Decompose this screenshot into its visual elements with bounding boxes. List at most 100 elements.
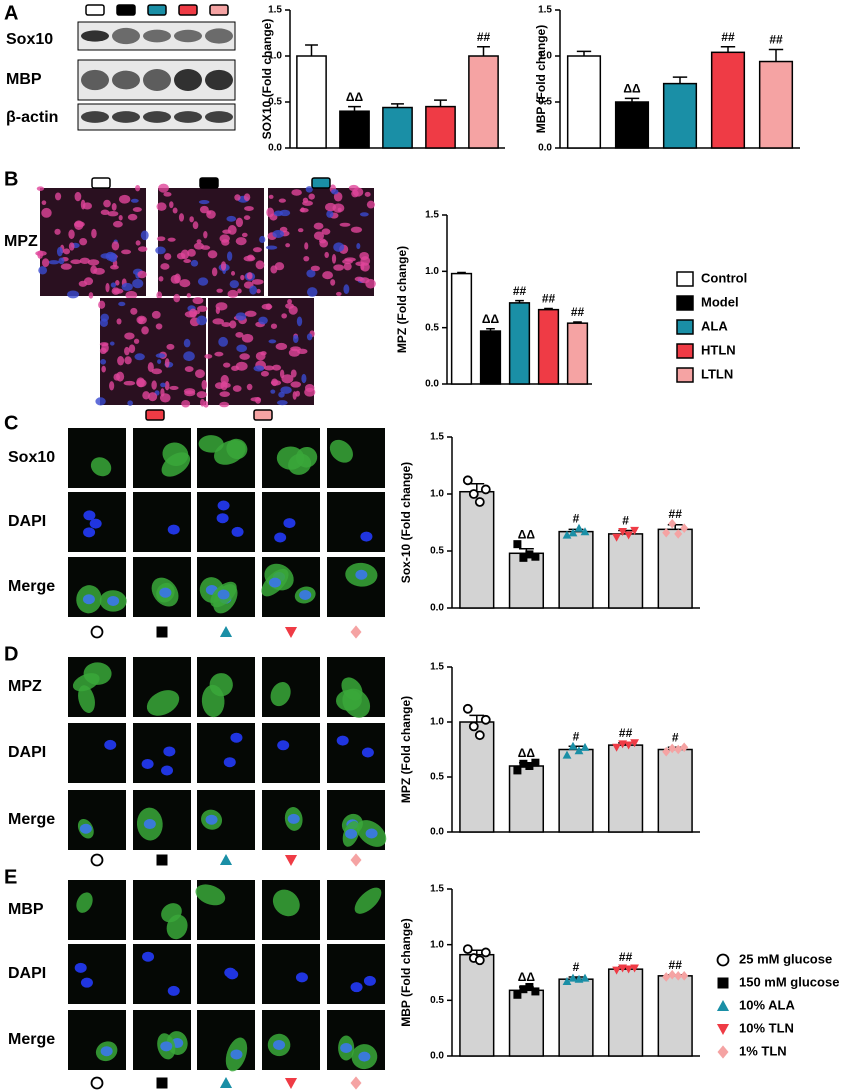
bar (614, 101, 650, 149)
micrograph-feature (310, 265, 320, 272)
micrograph-feature (127, 213, 138, 221)
y-tick-label: 1.5 (430, 432, 444, 443)
micrograph-feature (82, 594, 95, 605)
micrograph (262, 657, 320, 717)
y-tick-label: 1.0 (425, 266, 439, 277)
micrograph-feature (229, 320, 237, 329)
panel-label: A (4, 2, 18, 24)
micrograph-feature (190, 259, 199, 267)
error-bar (391, 103, 404, 108)
data-point (612, 533, 621, 542)
data-point (680, 523, 689, 533)
error-bar (515, 299, 524, 303)
micrograph (133, 723, 191, 783)
micrograph-feature (123, 380, 136, 386)
data-point (662, 746, 671, 757)
data-point (624, 531, 633, 540)
micrograph-feature (356, 243, 361, 250)
blot-band (205, 28, 233, 44)
annotation: ## (477, 30, 491, 44)
annotation: ## (542, 292, 556, 306)
micrograph-feature (173, 293, 181, 303)
bar (339, 110, 370, 149)
micrograph-feature (137, 270, 147, 279)
micrograph-feature (313, 222, 324, 230)
micrograph-feature (156, 202, 167, 211)
micrograph-feature (258, 316, 268, 325)
micrograph-feature (325, 202, 337, 212)
micrograph-feature (239, 353, 250, 360)
micrograph-feature (90, 265, 98, 275)
micrograph-feature (115, 279, 120, 286)
annotation: # (573, 729, 580, 743)
micrograph-feature (235, 237, 247, 246)
micrograph-feature (196, 305, 208, 312)
micrograph-feature (226, 438, 248, 460)
micrograph-feature (99, 342, 109, 347)
micrograph-feature (277, 740, 290, 751)
micrograph-feature (110, 282, 117, 288)
micrograph-feature (244, 206, 254, 212)
bar (758, 60, 794, 149)
micrograph-feature (243, 193, 251, 202)
data-point (612, 966, 621, 975)
annotation: ## (669, 507, 683, 521)
micrograph-feature (243, 255, 256, 262)
bar (662, 82, 698, 149)
micrograph-feature (333, 191, 343, 202)
micrograph-feature (158, 276, 164, 282)
group-marker (156, 626, 168, 638)
micrograph-feature (164, 358, 170, 368)
blot-band (174, 68, 202, 92)
micrograph-feature (36, 186, 45, 191)
data-point (674, 744, 683, 755)
micrograph-feature (78, 685, 95, 713)
error-bar (486, 328, 495, 332)
micrograph-feature (340, 1043, 353, 1054)
micrograph (262, 944, 320, 1004)
micrograph (68, 1010, 126, 1070)
bar (468, 55, 499, 149)
micrograph-feature (219, 391, 230, 398)
group-swatch (147, 4, 167, 16)
data-point (525, 762, 534, 770)
micrograph-feature (354, 887, 382, 914)
micrograph-feature (167, 985, 180, 996)
micrograph-feature (333, 242, 345, 252)
data-point (574, 523, 584, 532)
group-marker (156, 854, 168, 866)
panel-label: C (4, 412, 18, 434)
error-bar (576, 50, 592, 56)
micrograph (262, 723, 320, 783)
micrograph-feature (160, 382, 166, 388)
bar (607, 533, 644, 609)
data-point (580, 527, 590, 536)
micrograph-feature (216, 288, 223, 293)
micrograph-feature (216, 513, 229, 524)
micrograph-feature (299, 208, 309, 213)
annotation: ## (619, 950, 633, 964)
blot-band (143, 68, 171, 92)
legend-swatch (676, 295, 694, 311)
data-point (474, 955, 485, 966)
micrograph-feature (360, 531, 373, 542)
micrograph-feature (189, 216, 194, 223)
legend-swatch (676, 343, 694, 359)
micrograph-feature (283, 518, 296, 529)
micrograph-feature (290, 381, 302, 388)
data-point (462, 475, 473, 486)
group-swatch (91, 177, 111, 189)
micrograph-feature (329, 439, 353, 463)
micrograph-feature (272, 229, 284, 238)
micrograph-feature (74, 220, 84, 230)
data-point (624, 965, 633, 974)
legend-marker (717, 977, 729, 989)
micrograph-feature (200, 245, 211, 250)
micrograph-feature (198, 199, 210, 205)
bar (479, 330, 502, 385)
micrograph-feature (183, 388, 196, 395)
group-marker (284, 1078, 298, 1090)
image-label: Merge (8, 811, 55, 828)
group-marker (284, 855, 298, 867)
micrograph-feature (237, 288, 242, 294)
